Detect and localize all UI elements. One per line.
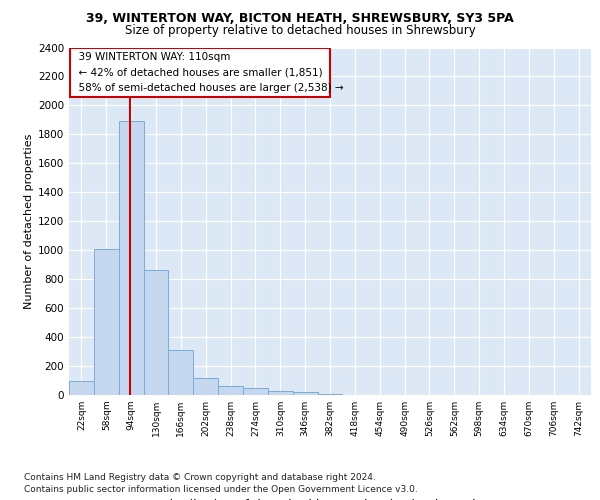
Bar — [69, 380, 94, 395]
Bar — [293, 392, 317, 395]
Bar — [169, 350, 193, 395]
Y-axis label: Number of detached properties: Number of detached properties — [24, 134, 34, 309]
Text: 39, WINTERTON WAY, BICTON HEATH, SHREWSBURY, SY3 5PA: 39, WINTERTON WAY, BICTON HEATH, SHREWSB… — [86, 12, 514, 26]
Bar — [119, 122, 143, 395]
Text: Contains public sector information licensed under the Open Government Licence v3: Contains public sector information licen… — [24, 485, 418, 494]
Bar — [317, 394, 343, 395]
Text: Size of property relative to detached houses in Shrewsbury: Size of property relative to detached ho… — [125, 24, 475, 37]
Bar — [268, 390, 293, 395]
Bar — [94, 249, 119, 395]
Bar — [218, 386, 243, 395]
Bar — [193, 378, 218, 395]
Text: 39 WINTERTON WAY: 110sqm
  ← 42% of detached houses are smaller (1,851)
  58% of: 39 WINTERTON WAY: 110sqm ← 42% of detach… — [73, 52, 344, 92]
Bar — [143, 270, 169, 395]
FancyBboxPatch shape — [70, 48, 330, 96]
Text: Contains HM Land Registry data © Crown copyright and database right 2024.: Contains HM Land Registry data © Crown c… — [24, 472, 376, 482]
Bar — [243, 388, 268, 395]
X-axis label: Distribution of detached houses by size in Shrewsbury: Distribution of detached houses by size … — [160, 498, 500, 500]
